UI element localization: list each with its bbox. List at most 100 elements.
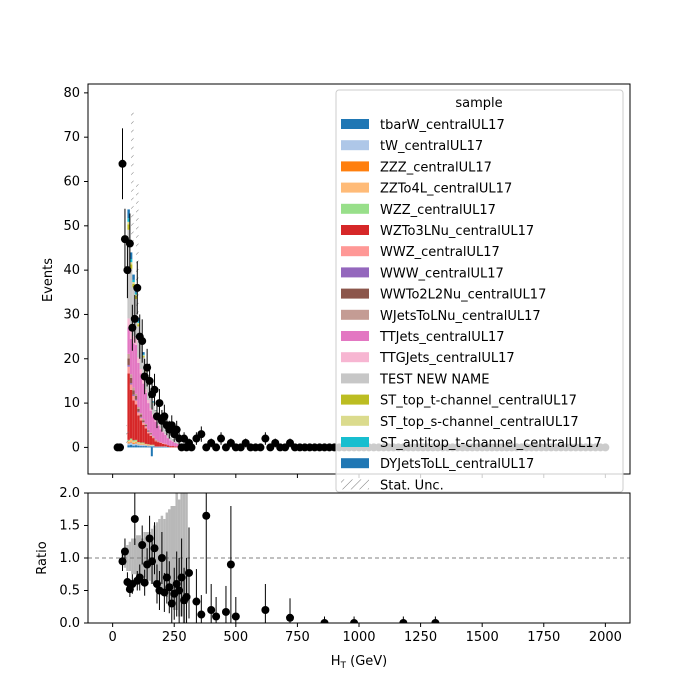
bar-segment-6-7 [134,400,138,405]
ratio-xtick-label-4: 1000 [342,630,375,645]
bar-segment-12-21 [169,437,172,440]
ratio-band-bin-2 [126,545,129,571]
bar-segment-8-8 [137,408,140,412]
bar-segment-4-10 [142,442,145,444]
bar-segment-6-8 [137,412,140,416]
bar-segment-3-9 [139,443,143,445]
data-point-7 [130,314,139,323]
ratio-x-axis-label: HT (GeV) [331,654,388,671]
legend-swatch-16 [341,458,369,469]
bar-segment-11-12 [147,399,150,404]
bar-segment-11-19 [164,434,167,435]
bar-segment-12-18 [161,426,165,432]
bar-segment-6-10 [142,422,145,425]
ratio-point-29 [197,610,206,619]
bar-segment-11-6 [132,336,135,344]
bar-segment-6-15 [154,440,157,442]
bar-segment-5-21 [169,446,172,448]
ratio-xtick-label-7: 1750 [527,630,560,645]
bar-segment-10-12 [147,403,150,430]
bar-segment-8-10 [142,420,145,423]
bar-segment-12-13 [149,394,153,408]
ratio-point-13 [150,544,159,553]
ratio-xtick-label-2: 500 [223,630,248,645]
legend-label-17: Stat. Unc. [380,478,444,493]
bar-segment-11-15 [154,419,157,422]
legend-label-14: ST_top_s-channel_centralUL17 [380,415,579,430]
bar-segment-5-20 [166,445,170,447]
main-ytick-label-0: 0 [72,440,80,455]
bar-segment-10-5 [129,338,133,375]
bar-segment-16-4 [127,209,130,219]
bar-segment-11-10 [142,379,145,384]
bar-segment-6-6 [132,396,135,401]
bar-segment-5-16 [156,442,160,447]
bar-segment-5-9 [139,420,143,443]
bar-segment-3-7 [134,441,138,443]
bar-segment-0-13 [149,446,153,448]
bar-segment-5-8 [137,415,140,443]
bar-segment-3-6 [132,441,135,443]
legend-label-7: WWW_centralUL17 [380,266,504,281]
bar-segment-1-14 [152,445,155,447]
bar-segment-7-7 [134,399,138,401]
ratio-point-34 [226,560,235,569]
data-point-24 [172,425,181,434]
bar-segment-15-10 [142,354,145,356]
bar-segment-5-10 [142,424,145,443]
bar-segment-12-9 [139,342,143,369]
bar-segment-0-9 [139,446,143,448]
ratio-point-28 [192,597,201,606]
bar-segment-1-6 [132,443,135,446]
stat-uncertainty-band [126,110,139,448]
legend-swatch-14 [341,415,369,426]
stat-unc-bin-1 [131,110,134,248]
bar-segment-5-14 [152,438,155,445]
ratio-point-7 [135,573,144,582]
ratio-point-39 [350,619,359,623]
bar-segment-11-8 [137,357,140,363]
data-point-36 [217,434,226,443]
bar-segment-11-11 [144,389,148,393]
bar-segment-13-8 [137,324,140,327]
bar-segment-7-5 [129,383,133,385]
bar-segment-5-4 [127,373,130,440]
data-point-2 [118,159,127,168]
bar-segment-0-5 [129,444,133,448]
data-point-30 [187,443,196,452]
bar-segment-9-11 [144,423,148,425]
legend-label-0: tbarW_centralUL17 [380,118,505,133]
bar-segment-8-5 [129,377,133,384]
bar-segment-0-6 [132,445,135,448]
bar-segment-8-6 [132,390,135,395]
ratio-band-bin-4 [131,538,134,575]
main-ytick-label-1: 10 [63,396,80,411]
legend-swatch-6 [341,246,369,257]
bar-segment-0-12 [147,446,150,448]
bar-segment-15-5 [129,259,133,263]
bar-segment-3-5 [129,439,133,442]
ratio-point-1 [120,547,129,556]
legend-swatch-1 [341,140,369,151]
bar-segment-7-6 [132,394,135,396]
ratio-ytick-label-1: 0.5 [59,584,80,599]
bar-segment-11-13 [149,407,153,411]
bar-segment-4-6 [132,440,135,442]
stacked-histogram [127,209,192,457]
bar-segment-12-24 [176,442,180,444]
bar-segment-7-4 [127,364,130,367]
main-ytick-label-2: 20 [63,352,80,367]
ratio-xtick-label-6: 1500 [466,630,499,645]
bar-segment-6-9 [139,417,143,421]
ratio-band-bin-26 [185,493,188,604]
data-point-17 [155,399,164,408]
bar-segment-1-10 [142,444,145,447]
ratio-point-30 [202,511,211,520]
legend-title: sample [455,96,502,111]
bar-segment-0-10 [142,446,145,448]
ratio-point-41 [431,619,440,623]
bar-segment-8-12 [147,430,150,432]
data-point-44 [256,443,265,452]
legend-swatch-15 [341,437,369,447]
